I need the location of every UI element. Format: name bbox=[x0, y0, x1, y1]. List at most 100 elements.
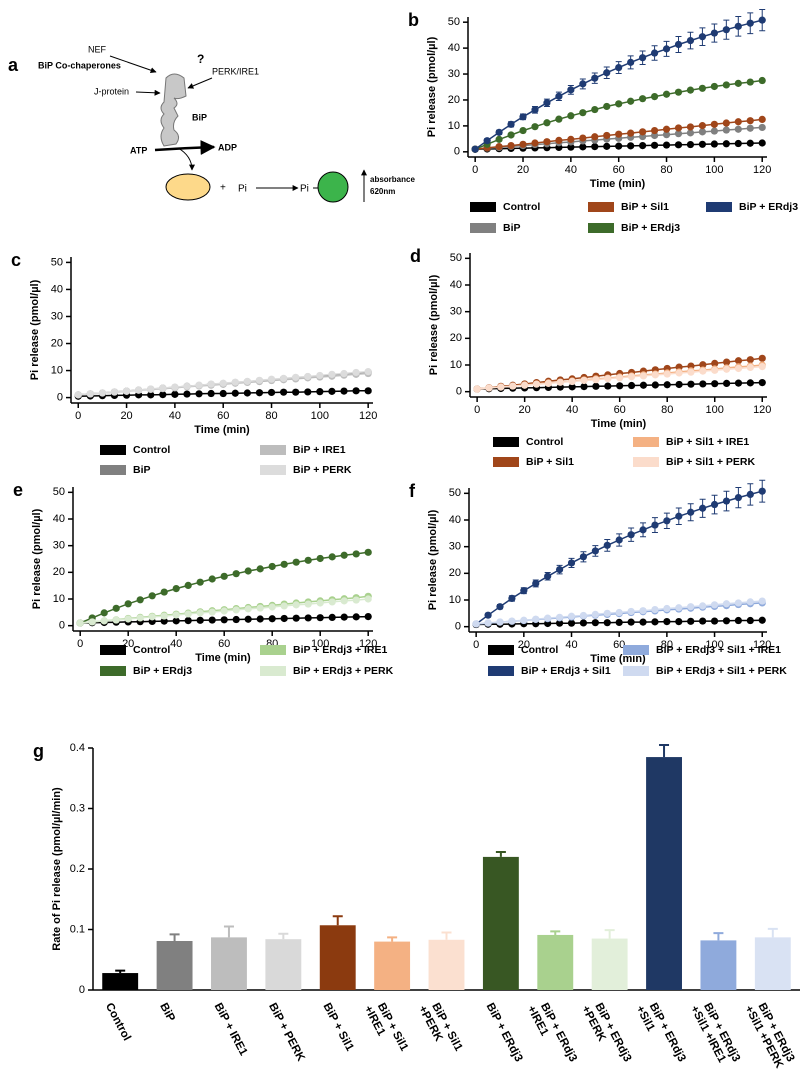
data-point bbox=[267, 375, 276, 383]
data-point bbox=[650, 126, 659, 135]
data-point bbox=[519, 140, 527, 148]
legend-label: BiP + ERdj3 + Sil1 bbox=[739, 201, 800, 213]
data-point bbox=[734, 79, 742, 87]
legend-label: BiP + Sil1 + IRE1 bbox=[666, 436, 749, 448]
data-point bbox=[639, 526, 647, 534]
legend-swatch bbox=[100, 465, 126, 475]
data-point bbox=[591, 74, 599, 82]
diagram-label: BiP Co-chaperones bbox=[38, 60, 121, 70]
panel-label: f bbox=[409, 481, 416, 501]
panel-label: c bbox=[11, 250, 21, 270]
data-point bbox=[232, 570, 240, 578]
data-point bbox=[722, 600, 731, 608]
x-tick-label-line: BiP + Sil1 bbox=[320, 1001, 356, 1054]
x-tick-label-line: BiP + ERdj3 bbox=[484, 1001, 525, 1064]
data-point bbox=[364, 548, 372, 556]
data-point bbox=[675, 604, 683, 612]
data-point bbox=[710, 500, 719, 509]
data-point bbox=[340, 597, 348, 605]
data-point bbox=[711, 380, 719, 388]
legend-swatch bbox=[633, 457, 659, 467]
data-point bbox=[734, 494, 742, 502]
y-tick-label: 50 bbox=[51, 256, 63, 268]
diagram-label: Pi bbox=[300, 184, 309, 195]
diagram-label: BiP bbox=[192, 112, 207, 122]
data-point bbox=[734, 599, 742, 607]
data-point bbox=[471, 145, 479, 153]
data-point bbox=[352, 368, 360, 377]
data-point bbox=[579, 553, 588, 561]
data-point bbox=[112, 604, 120, 612]
legend-swatch bbox=[470, 202, 496, 212]
legend-swatch bbox=[100, 666, 126, 676]
data-point bbox=[292, 373, 300, 381]
data-point bbox=[663, 517, 671, 525]
error-bar bbox=[604, 929, 615, 939]
y-axis-label: Rate of Pi release (pmol/µl/min) bbox=[51, 787, 63, 951]
data-point bbox=[711, 366, 719, 374]
y-tick-label: 30 bbox=[449, 541, 461, 553]
fit-line bbox=[474, 19, 763, 150]
data-point bbox=[592, 376, 600, 384]
data-point bbox=[280, 388, 288, 396]
x-tick-label-line: BiP + IRE1 bbox=[212, 1001, 250, 1058]
y-tick-label: 20 bbox=[51, 337, 63, 349]
y-axis-label: Pi release (pmol/µl) bbox=[29, 279, 41, 380]
data-point bbox=[734, 379, 743, 387]
legend-label: BiP bbox=[133, 464, 151, 476]
data-point bbox=[639, 381, 648, 389]
data-point bbox=[352, 613, 360, 621]
data-point bbox=[615, 536, 623, 544]
data-point bbox=[521, 381, 529, 389]
data-point bbox=[710, 120, 718, 128]
x-tick-label: BiP + Sil1+IRE1 bbox=[361, 998, 410, 1060]
data-point bbox=[603, 619, 611, 627]
data-point bbox=[244, 605, 252, 613]
bar bbox=[482, 856, 519, 990]
data-point bbox=[710, 601, 719, 609]
data-point bbox=[196, 616, 204, 624]
data-point bbox=[639, 128, 647, 136]
data-point bbox=[532, 579, 540, 588]
data-point bbox=[662, 141, 671, 149]
data-point bbox=[340, 551, 348, 559]
data-point bbox=[531, 139, 539, 147]
data-point bbox=[495, 128, 503, 136]
data-point bbox=[579, 143, 587, 151]
data-point bbox=[532, 380, 541, 388]
diagram-label: + bbox=[220, 183, 226, 194]
data-point bbox=[579, 134, 587, 142]
data-point bbox=[555, 92, 563, 100]
data-point bbox=[160, 588, 168, 596]
data-point bbox=[579, 611, 588, 620]
data-point bbox=[758, 115, 766, 124]
data-point bbox=[746, 356, 754, 364]
data-point bbox=[579, 619, 588, 627]
x-tick-label: 60 bbox=[613, 639, 625, 651]
data-point bbox=[758, 379, 766, 387]
data-point bbox=[686, 140, 695, 149]
data-point bbox=[256, 565, 264, 573]
y-tick-label: 30 bbox=[450, 306, 462, 318]
data-point bbox=[496, 618, 504, 626]
error-bar bbox=[223, 925, 234, 938]
panel-label: d bbox=[410, 246, 421, 266]
data-point bbox=[484, 619, 492, 627]
data-point bbox=[304, 556, 312, 564]
x-tick-label: BiP + Sil1+PERK bbox=[416, 998, 465, 1060]
data-point bbox=[663, 604, 671, 613]
data-point bbox=[639, 95, 647, 103]
data-point bbox=[160, 617, 168, 625]
data-point bbox=[663, 618, 671, 626]
data-point bbox=[208, 575, 216, 583]
y-tick-label: 30 bbox=[448, 68, 460, 80]
x-axis-label: Time (min) bbox=[194, 424, 250, 436]
data-point bbox=[592, 382, 600, 390]
x-tick-label: 60 bbox=[613, 164, 625, 176]
data-point bbox=[256, 604, 264, 612]
x-tick-label: 40 bbox=[566, 404, 578, 416]
data-point bbox=[280, 374, 288, 382]
data-point bbox=[650, 131, 659, 140]
legend-label: BiP + PERK bbox=[293, 464, 352, 476]
data-point bbox=[519, 113, 527, 121]
